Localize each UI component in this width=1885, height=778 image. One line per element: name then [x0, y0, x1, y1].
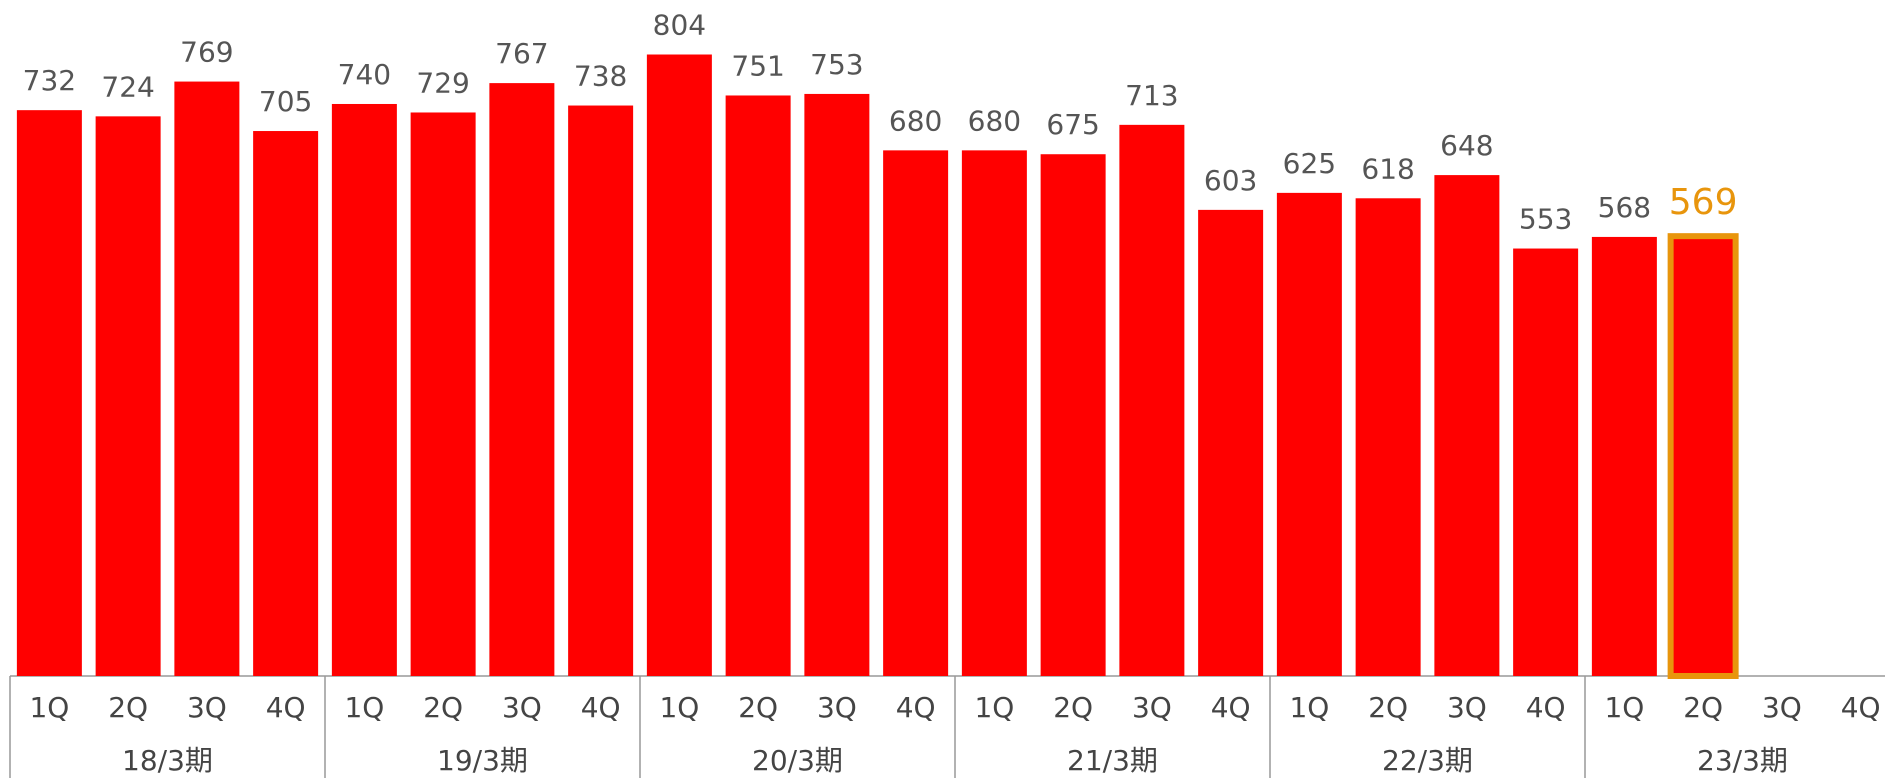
value-label: 675	[1046, 108, 1099, 141]
bar	[174, 81, 240, 677]
value-label: 569	[1669, 182, 1738, 223]
group-label: 22/3期	[1382, 744, 1473, 777]
bar	[1355, 198, 1421, 676]
bar	[725, 95, 791, 677]
bar	[16, 110, 82, 676]
value-label: 724	[101, 70, 154, 103]
value-label: 648	[1440, 129, 1493, 162]
group-label: 23/3期	[1697, 744, 1788, 777]
x-tick-label: 4Q	[1841, 691, 1881, 724]
value-label: 732	[23, 64, 76, 97]
bar	[1513, 248, 1579, 676]
value-label: 680	[968, 104, 1021, 137]
bar	[1119, 124, 1185, 676]
x-tick-label: 2Q	[1368, 691, 1408, 724]
value-label: 751	[731, 49, 784, 82]
value-label: 625	[1283, 147, 1336, 180]
value-label: 767	[495, 37, 548, 70]
x-tick-label: 2Q	[738, 691, 778, 724]
value-label: 738	[574, 60, 627, 93]
bar	[568, 105, 634, 676]
group-label: 21/3期	[1067, 744, 1158, 777]
value-label: 740	[338, 58, 391, 91]
value-label: 680	[889, 104, 942, 137]
bar	[253, 131, 319, 676]
value-label: 804	[653, 9, 706, 42]
value-label: 553	[1519, 203, 1572, 236]
bar	[1198, 209, 1264, 677]
x-tick-label: 4Q	[581, 691, 621, 724]
x-tick-label: 2Q	[1053, 691, 1093, 724]
x-tick-label: 1Q	[344, 691, 384, 724]
bar	[883, 150, 949, 677]
bar	[1434, 175, 1500, 676]
x-tick-label: 3Q	[1447, 691, 1487, 724]
bar	[1591, 236, 1657, 676]
value-label: 705	[259, 85, 312, 118]
bar	[961, 150, 1027, 677]
x-tick-label: 3Q	[1132, 691, 1172, 724]
group-label: 18/3期	[122, 744, 213, 777]
x-tick-label: 3Q	[1762, 691, 1802, 724]
bar	[331, 103, 397, 677]
group-label: 19/3期	[437, 744, 528, 777]
value-label: 769	[180, 36, 233, 69]
x-tick-label: 4Q	[1526, 691, 1566, 724]
bar	[804, 93, 870, 676]
x-tick-label: 1Q	[1604, 691, 1644, 724]
x-tick-label: 3Q	[817, 691, 857, 724]
bar	[95, 116, 161, 676]
bar	[1276, 192, 1342, 676]
x-tick-label: 3Q	[502, 691, 542, 724]
x-tick-label: 2Q	[423, 691, 463, 724]
value-label: 618	[1361, 152, 1414, 185]
value-label: 753	[810, 48, 863, 81]
x-tick-label: 4Q	[1211, 691, 1251, 724]
x-tick-label: 1Q	[974, 691, 1014, 724]
bar	[489, 83, 555, 676]
value-label: 713	[1125, 79, 1178, 112]
bar	[646, 54, 712, 677]
group-label: 20/3期	[752, 744, 843, 777]
x-tick-label: 4Q	[266, 691, 306, 724]
x-tick-label: 1Q	[29, 691, 69, 724]
x-tick-label: 4Q	[896, 691, 936, 724]
value-label: 568	[1598, 191, 1651, 224]
x-tick-label: 1Q	[1289, 691, 1329, 724]
bar	[1667, 233, 1739, 679]
x-tick-label: 3Q	[187, 691, 227, 724]
value-label: 729	[416, 66, 469, 99]
bar	[410, 112, 476, 676]
x-tick-label: 1Q	[659, 691, 699, 724]
bar	[1040, 154, 1106, 677]
value-label: 603	[1204, 164, 1257, 197]
x-tick-label: 2Q	[1683, 691, 1723, 724]
x-tick-label: 2Q	[108, 691, 148, 724]
